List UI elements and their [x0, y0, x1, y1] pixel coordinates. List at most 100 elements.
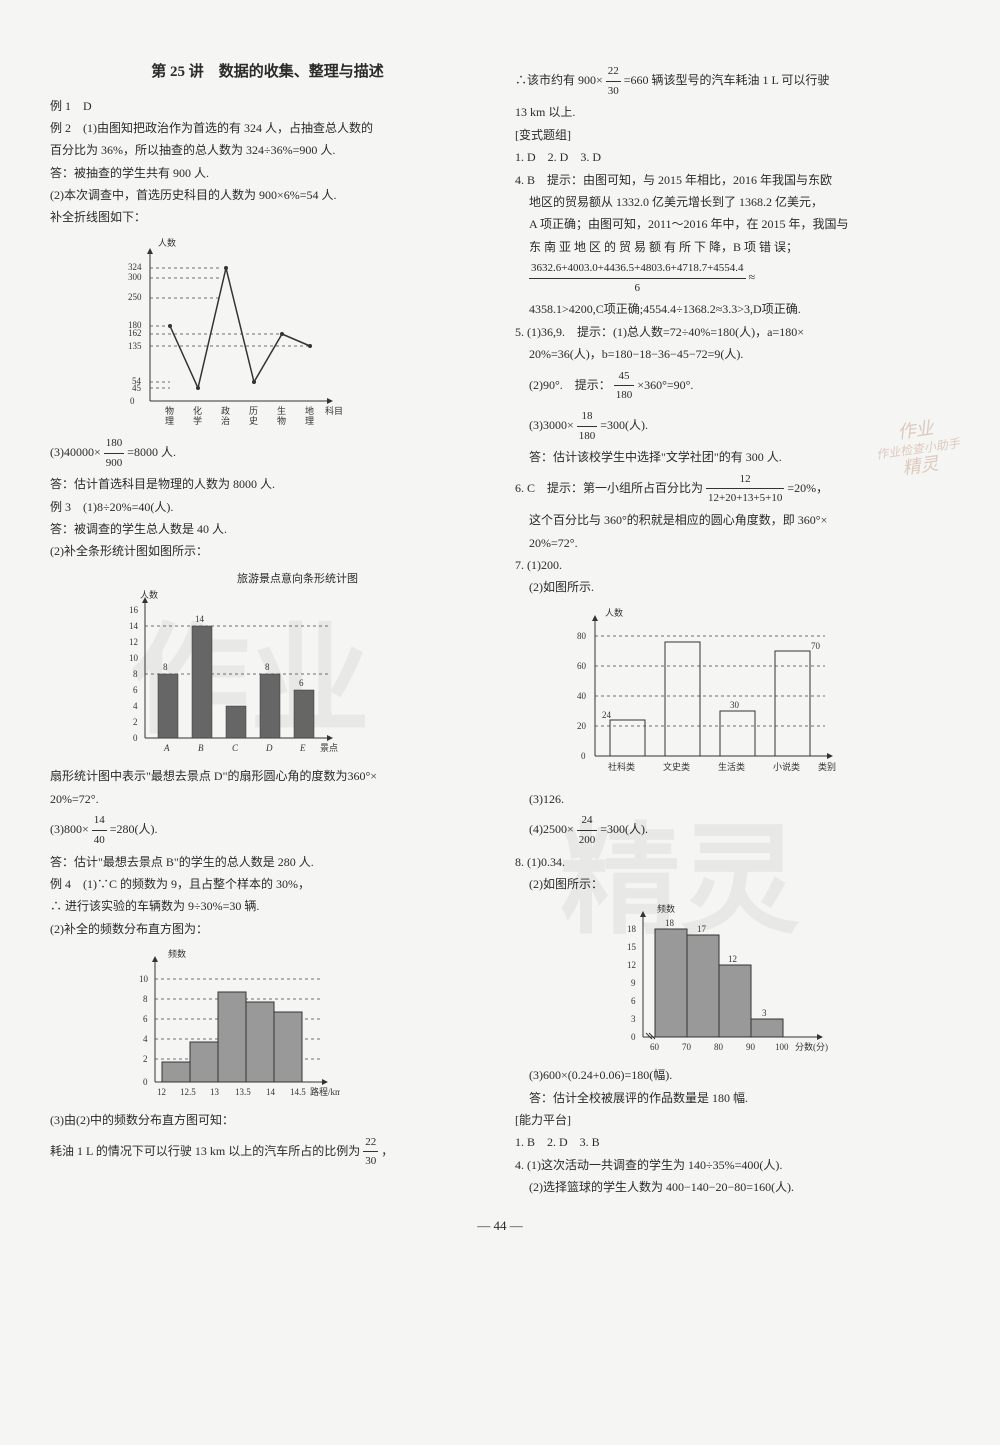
svg-text:6: 6: [143, 1014, 148, 1024]
svg-text:300: 300: [128, 272, 142, 282]
svg-text:生: 生: [277, 405, 286, 416]
svg-text:频数: 频数: [168, 948, 186, 959]
text-line: 答：被调查的学生总人数是 40 人.: [50, 519, 485, 539]
histogram-fuel: 频数 0 2 4 6 8 10 12 12.5 13 13.5 14: [110, 947, 485, 1102]
svg-text:历: 历: [249, 406, 258, 416]
text: ×360°=90°.: [637, 378, 693, 392]
fraction: 1212+20+13+5+10: [706, 470, 784, 508]
svg-text:15: 15: [627, 942, 637, 952]
text-line: 20%=36(人)，b=180−18−36−45−72=9(人).: [515, 344, 950, 364]
text-line: 13 km 以上.: [515, 102, 950, 122]
svg-text:80: 80: [577, 631, 587, 641]
svg-text:频数: 频数: [657, 903, 675, 914]
text-line: 5. (1)36,9. 提示：(1)总人数=72÷40%=180(人)，a=18…: [515, 322, 950, 342]
svg-text:80: 80: [714, 1042, 724, 1052]
svg-text:4: 4: [143, 1034, 148, 1044]
svg-text:6: 6: [631, 996, 636, 1006]
section-label: [能力平台]: [515, 1110, 950, 1130]
text: (2)90°. 提示：: [529, 378, 611, 392]
svg-text:学: 学: [193, 415, 202, 426]
text-line: 这个百分比与 360°的积就是相应的圆心角度数，即 360°×: [515, 510, 950, 530]
text-line: 20%=72°.: [515, 533, 950, 553]
chart-title: 旅游景点意向条形统计图: [110, 570, 485, 589]
svg-text:324: 324: [128, 262, 142, 272]
text-line: 补全折线图如下：: [50, 207, 485, 227]
text-line: 扇形统计图中表示"最想去景点 D"的扇形圆心角的度数为360°×: [50, 766, 485, 786]
text-line: (2)本次调查中，首选历史科目的人数为 900×6%=54 人.: [50, 185, 485, 205]
text-line: (3)800× 1440 =280(人).: [50, 811, 485, 849]
text: (3)800×: [50, 822, 89, 836]
text-line: 地区的贸易额从 1332.0 亿美元增长到了 1368.2 亿美元，: [515, 192, 950, 212]
text-line: 1. B 2. D 3. B: [515, 1132, 950, 1152]
svg-text:理: 理: [305, 416, 314, 426]
svg-text:2: 2: [133, 717, 138, 727]
text-line: ∴ 进行该实验的车辆数为 9÷30%=30 辆.: [50, 896, 485, 916]
svg-text:12: 12: [728, 954, 737, 964]
text: =300(人).: [600, 418, 648, 432]
fraction: 180900: [104, 434, 125, 472]
svg-text:12: 12: [157, 1087, 166, 1097]
section-label: [变式题组]: [515, 125, 950, 145]
svg-text:类别: 类别: [818, 761, 836, 772]
text-line: 答：估计全校被展评的作品数量是 180 幅.: [515, 1088, 950, 1108]
text-line: (3)由(2)中的频数分布直方图可知：: [50, 1110, 485, 1130]
text-line: (2)选择篮球的学生人数为 400−140−20−80=160(人).: [515, 1177, 950, 1197]
text-line: (3)600×(0.24+0.06)=180(幅).: [515, 1065, 950, 1085]
bar-chart-attractions: 旅游景点意向条形统计图 人数 0 2 4 6 8 10 12 14 16 8: [110, 570, 485, 759]
text-line: (2)补全的频数分布直方图为：: [50, 919, 485, 939]
fraction: 3632.6+4003.0+4436.5+4803.6+4718.7+4554.…: [529, 259, 746, 297]
svg-text:17: 17: [697, 924, 707, 934]
text: 耗油 1 L 的情况下可以行驶 13 km 以上的汽车所占的比例为: [50, 1144, 360, 1158]
svg-text:科目: 科目: [325, 405, 343, 416]
svg-text:D: D: [265, 743, 273, 753]
text-line: 答：估计首选科目是物理的人数为 8000 人.: [50, 474, 485, 494]
svg-text:8: 8: [265, 662, 270, 672]
svg-text:14.5: 14.5: [290, 1087, 306, 1097]
svg-text:70: 70: [811, 641, 821, 651]
text-line: (2)补全条形统计图如图所示：: [50, 541, 485, 561]
page-number: — 44 —: [50, 1215, 950, 1237]
svg-text:40: 40: [577, 691, 587, 701]
text: (3)3000×: [529, 418, 574, 432]
text-line: 20%=72°.: [50, 789, 485, 809]
text: ≈: [749, 270, 756, 284]
svg-text:180: 180: [128, 320, 142, 330]
right-column: ∴该市约有 900× 2230 =660 辆该型号的汽车耗油 1 L 可以行驶 …: [515, 60, 950, 1200]
svg-text:3: 3: [631, 1014, 636, 1024]
text: ，: [381, 1144, 393, 1158]
svg-text:A: A: [163, 743, 170, 753]
text: =300(人).: [600, 822, 648, 836]
text-line: 耗油 1 L 的情况下可以行驶 13 km 以上的汽车所占的比例为 2230 ，: [50, 1133, 485, 1171]
svg-text:250: 250: [128, 292, 142, 302]
text-line: 4358.1>4200,C项正确;4554.4÷1368.2≈3.3>3,D项正…: [515, 299, 950, 319]
text: 6. C 提示：第一小组所占百分比为: [515, 481, 703, 495]
svg-text:E: E: [299, 743, 306, 753]
svg-text:6: 6: [133, 685, 138, 695]
fraction: 45180: [614, 367, 635, 405]
text-line: 3632.6+4003.0+4436.5+4803.6+4718.7+4554.…: [515, 259, 950, 297]
svg-text:8: 8: [163, 662, 168, 672]
lesson-title: 第 25 讲 数据的收集、整理与描述: [50, 60, 485, 86]
svg-text:54: 54: [132, 376, 142, 386]
svg-text:8: 8: [133, 669, 138, 679]
text-line: 例 3 (1)8÷20%=40(人).: [50, 497, 485, 517]
text-line: (2)90°. 提示： 45180 ×360°=90°.: [515, 367, 950, 405]
svg-text:6: 6: [299, 678, 304, 688]
svg-text:24: 24: [602, 710, 612, 720]
svg-text:18: 18: [627, 924, 637, 934]
svg-text:14: 14: [129, 621, 139, 631]
fraction: 18180: [577, 407, 598, 445]
text: =660 辆该型号的汽车耗油 1 L 可以行驶: [624, 73, 830, 87]
svg-text:2: 2: [143, 1054, 148, 1064]
svg-text:政: 政: [221, 405, 230, 416]
svg-text:0: 0: [133, 733, 138, 743]
text-line: 答：估计"最想去景点 B"的学生的总人数是 280 人.: [50, 852, 485, 872]
svg-text:地: 地: [305, 405, 314, 416]
svg-text:18: 18: [665, 918, 675, 928]
svg-text:0: 0: [631, 1032, 636, 1042]
svg-text:4: 4: [133, 701, 138, 711]
text-line: 例 2 (1)由图知把政治作为首选的有 324 人，占抽查总人数的: [50, 118, 485, 138]
text-line: 东 南 亚 地 区 的 贸 易 额 有 所 下 降，B 项 错 误；: [515, 237, 950, 257]
text-line: 例 1 D: [50, 96, 485, 116]
bar-chart-categories: 人数 0 20 40 60 80 24 30 70 社科类 文史类 生活类 小说…: [555, 606, 950, 781]
